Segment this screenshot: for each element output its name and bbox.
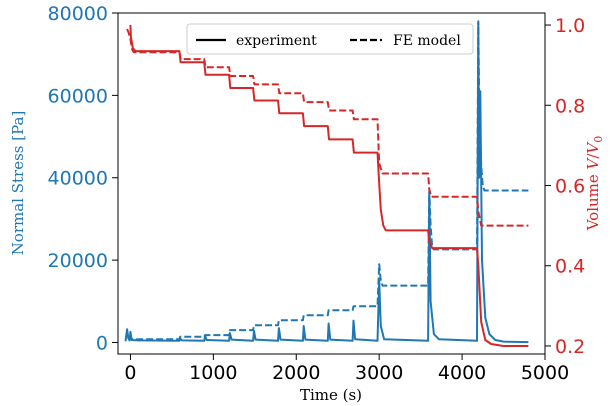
- right-axis: 0.2 0.4 0.6 0.8 1.0: [545, 15, 585, 358]
- series-layer: [124, 20, 529, 347]
- right-tick-label: 1.0: [555, 15, 585, 37]
- left-tick-label: 0: [96, 332, 108, 354]
- left-axis: 0 20000 40000 60000 80000: [48, 3, 118, 354]
- left-tick-label: 20000: [48, 250, 108, 272]
- right-tick-label: 0.8: [555, 95, 585, 117]
- x-tick-label: 0: [124, 362, 136, 384]
- right-axis-title: Volume V/V0: [584, 136, 605, 232]
- legend-label-fe-model: FE model: [393, 33, 461, 49]
- x-tick-label: 3000: [355, 362, 403, 384]
- left-tick-label: 40000: [48, 168, 108, 190]
- legend-label-experiment: experiment: [236, 33, 317, 49]
- right-tick-label: 0.2: [555, 336, 585, 358]
- x-tick-label: 5000: [521, 362, 569, 384]
- legend-box: [186, 23, 474, 55]
- plot-frame: [117, 12, 546, 355]
- left-tick-label: 80000: [48, 3, 108, 25]
- x-tick-label: 1000: [189, 362, 237, 384]
- series-line-right-fe-model: [126, 28, 529, 227]
- x-axis-title: Time (s): [300, 386, 362, 404]
- right-tick-label: 0.6: [555, 176, 585, 198]
- legend: experiment FE model: [186, 23, 474, 55]
- series-line-left-fe-model: [126, 20, 529, 341]
- left-tick-label: 60000: [48, 85, 108, 107]
- x-tick-label: 4000: [438, 362, 486, 384]
- left-axis-title: Normal Stress [Pa]: [9, 111, 27, 256]
- series-line-right-experiment: [129, 24, 529, 347]
- x-axis: 0 1000 2000 3000 4000 5000: [124, 354, 569, 384]
- right-tick-label: 0.4: [555, 256, 585, 278]
- x-tick-label: 2000: [272, 362, 320, 384]
